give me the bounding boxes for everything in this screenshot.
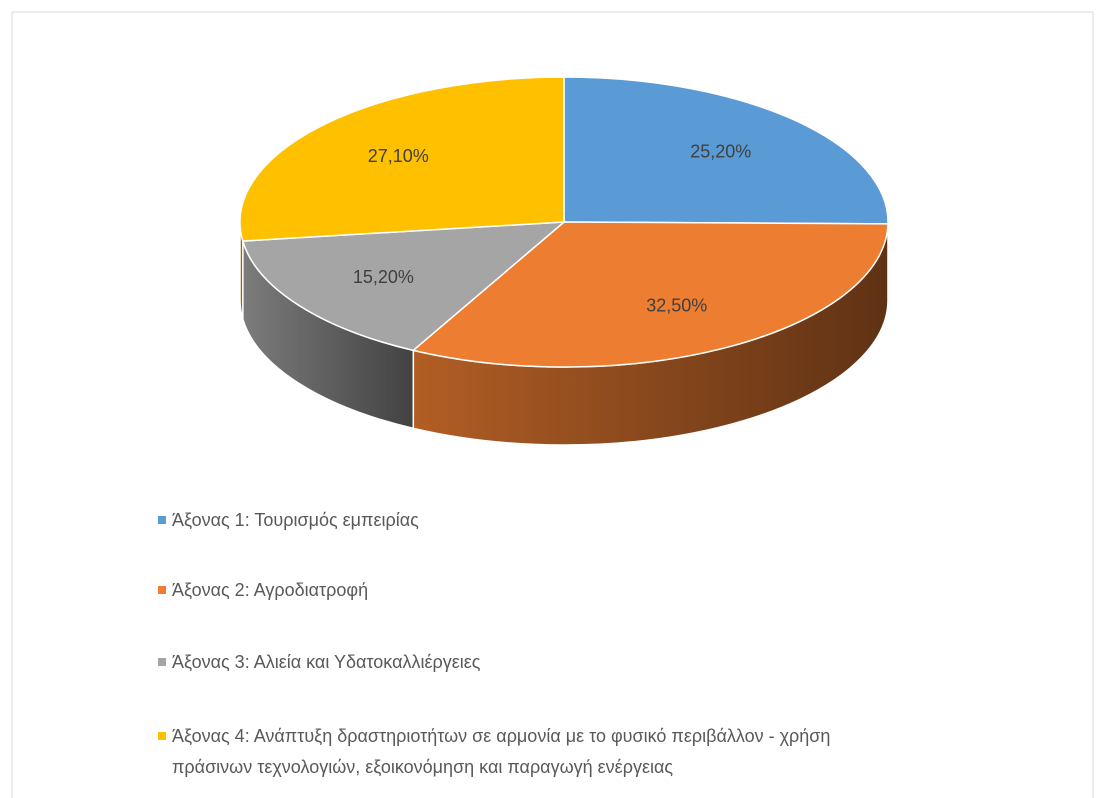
pie-slice	[563, 76, 889, 225]
pie-slice	[411, 221, 889, 368]
legend-entry: Άξονας 1: Τουρισμός εμπειρίας	[158, 505, 878, 536]
chart-border	[11, 11, 1094, 798]
legend-label: Άξονας 4: Ανάπτυξη δραστηριοτήτων σε αρμ…	[172, 726, 831, 777]
legend-entry: Άξονας 2: Αγροδιατροφή	[158, 575, 878, 606]
legend-swatch	[158, 586, 166, 594]
legend-label: Άξονας 1: Τουρισμός εμπειρίας	[172, 510, 419, 530]
legend-swatch	[158, 516, 166, 524]
legend-label: Άξονας 2: Αγροδιατροφή	[172, 580, 369, 600]
legend-entry: Άξονας 4: Ανάπτυξη δραστηριοτήτων σε αρμ…	[158, 721, 878, 783]
data-label: 27,10%	[368, 146, 429, 166]
legend-entry: Άξονας 3: Αλιεία και Υδατοκαλλιέργειες	[158, 647, 878, 678]
pie-slice	[241, 221, 567, 352]
data-label: 32,50%	[646, 295, 707, 315]
legend-label: Άξονας 3: Αλιεία και Υδατοκαλλιέργειες	[172, 652, 481, 672]
data-label: 15,20%	[353, 267, 414, 287]
legend-swatch	[158, 732, 166, 740]
data-label: 25,20%	[690, 141, 751, 161]
pie-slice	[239, 76, 565, 242]
legend-swatch	[158, 658, 166, 666]
